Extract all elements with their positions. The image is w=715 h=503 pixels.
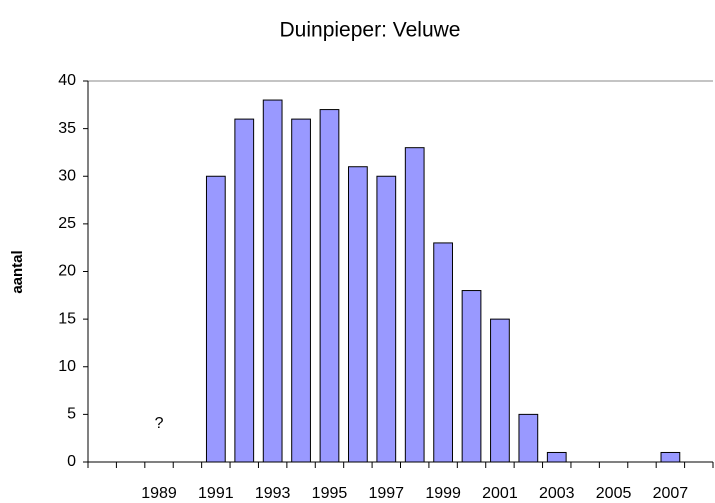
y-tick-label: 10 [58, 358, 76, 375]
x-tick-label: 1993 [255, 485, 291, 502]
x-tick-label: 1997 [368, 485, 404, 502]
bar [376, 175, 397, 463]
bar [291, 118, 311, 463]
x-tick-label: 2005 [596, 485, 632, 502]
chart-title: Duinpieper: Veluwe [280, 19, 461, 42]
bar [319, 109, 340, 463]
x-tick-label: 1989 [141, 485, 177, 502]
bar [518, 413, 539, 463]
x-tick-label: 2007 [653, 485, 689, 502]
y-tick-label: 15 [58, 310, 76, 327]
y-tick-label: 20 [58, 263, 76, 280]
bar [433, 242, 453, 463]
bar [348, 166, 368, 463]
bar [262, 99, 283, 463]
bar [660, 451, 681, 463]
bar [404, 147, 425, 463]
y-tick-label: 0 [67, 453, 76, 470]
bar [490, 318, 510, 463]
annotation: ? [155, 415, 164, 432]
bar [234, 118, 255, 463]
bar [546, 451, 567, 463]
x-tick-label: 1995 [312, 485, 348, 502]
x-tick-label: 2001 [482, 485, 518, 502]
y-tick-label: 35 [58, 120, 76, 137]
y-axis-label: aantal [9, 250, 26, 293]
y-tick-label: 5 [67, 406, 76, 423]
x-tick-label: 1991 [198, 485, 234, 502]
y-tick-label: 40 [58, 72, 76, 89]
bar [205, 175, 226, 463]
x-tick-label: 1999 [425, 485, 461, 502]
y-tick-label: 25 [58, 215, 76, 232]
y-tick-label: 30 [58, 167, 76, 184]
bar [461, 290, 482, 463]
x-tick-label: 2003 [539, 485, 575, 502]
